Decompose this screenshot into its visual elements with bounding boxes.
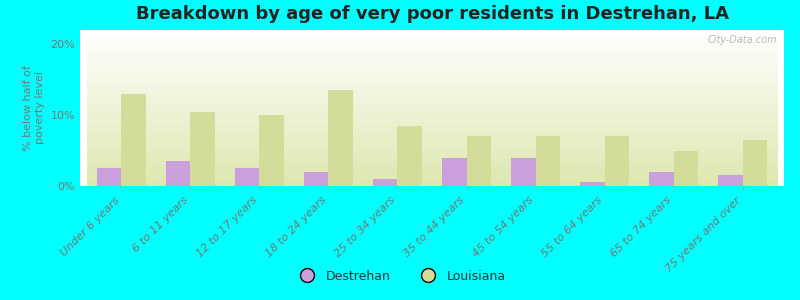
Bar	[235, 168, 259, 186]
Bar	[718, 176, 742, 186]
Bar	[535, 136, 560, 186]
Bar	[166, 161, 190, 186]
Bar	[122, 94, 146, 186]
Bar	[98, 168, 122, 186]
Y-axis label: % below half of
poverty level: % below half of poverty level	[23, 65, 45, 151]
Bar	[442, 158, 466, 186]
Bar	[650, 172, 674, 186]
Bar	[742, 140, 766, 186]
Bar	[259, 115, 284, 186]
Bar	[674, 151, 698, 186]
Bar	[466, 136, 490, 186]
Bar	[605, 136, 629, 186]
Bar	[398, 126, 422, 186]
Legend: Destrehan, Louisiana: Destrehan, Louisiana	[290, 265, 510, 288]
Bar	[304, 172, 329, 186]
Bar	[374, 179, 398, 186]
Bar	[190, 112, 214, 186]
Bar	[511, 158, 535, 186]
Title: Breakdown by age of very poor residents in Destrehan, LA: Breakdown by age of very poor residents …	[135, 5, 729, 23]
Text: City-Data.com: City-Data.com	[707, 35, 777, 45]
Bar	[580, 182, 605, 186]
Bar	[329, 90, 353, 186]
